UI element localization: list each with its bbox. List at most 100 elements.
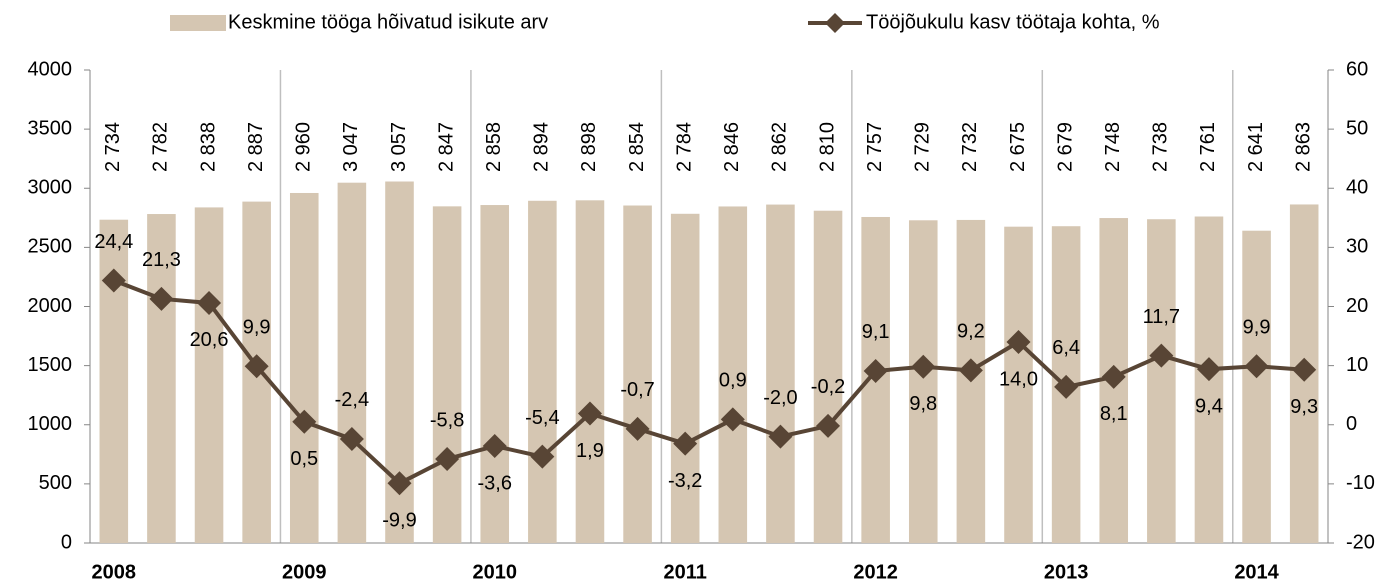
bar bbox=[1147, 219, 1176, 543]
bar bbox=[623, 205, 652, 543]
bar-value-label: 2 675 bbox=[1007, 122, 1029, 172]
bar-value-label: 3 057 bbox=[388, 122, 410, 172]
bar bbox=[147, 214, 176, 543]
y2-tick-label: 50 bbox=[1346, 117, 1368, 139]
line-marker bbox=[1244, 354, 1269, 379]
line-value-label: 11,7 bbox=[1143, 306, 1180, 328]
line-marker bbox=[1196, 357, 1221, 382]
line-marker bbox=[673, 431, 698, 456]
bar bbox=[1004, 226, 1033, 543]
line-marker bbox=[387, 471, 412, 496]
line-marker bbox=[816, 413, 841, 438]
bar-value-label: 3 047 bbox=[340, 122, 362, 172]
y2-tick-label: 0 bbox=[1346, 413, 1357, 435]
bar bbox=[480, 205, 510, 543]
y-tick-label: 3000 bbox=[28, 177, 73, 199]
y-tick-label: 1000 bbox=[28, 413, 73, 435]
line-value-label: -5,4 bbox=[525, 407, 559, 429]
line-marker bbox=[625, 416, 650, 441]
y-tick-label: 1500 bbox=[28, 354, 73, 376]
y-tick-label: 0 bbox=[61, 531, 72, 553]
bar-value-label: 2 738 bbox=[1150, 122, 1172, 172]
y2-tick-label: 10 bbox=[1346, 354, 1368, 376]
line-value-label: 6,4 bbox=[1052, 337, 1080, 359]
bar bbox=[337, 182, 367, 543]
line-value-label: 9,9 bbox=[243, 316, 271, 338]
legend-marker bbox=[825, 13, 845, 33]
y2-tick-label: 30 bbox=[1346, 236, 1368, 258]
line-marker bbox=[1006, 329, 1031, 354]
bar-value-label: 2 894 bbox=[531, 122, 553, 172]
line-value-label: -2,4 bbox=[335, 389, 369, 411]
line-marker bbox=[292, 409, 317, 434]
line-marker bbox=[149, 286, 174, 311]
line-marker bbox=[244, 354, 269, 379]
line-value-label: 9,1 bbox=[862, 321, 890, 343]
line-marker bbox=[435, 447, 460, 472]
y2-tick-label: -10 bbox=[1346, 472, 1375, 494]
bar-value-label: 2 679 bbox=[1054, 122, 1076, 172]
line-marker bbox=[1054, 374, 1079, 399]
line-value-label: 9,8 bbox=[909, 393, 937, 415]
bar-value-label: 2 782 bbox=[150, 122, 172, 172]
line-value-label: -9,9 bbox=[382, 510, 416, 532]
bar-value-label: 2 863 bbox=[1292, 122, 1314, 172]
legend-label: Keskmine tööga hõivatud isikute arv bbox=[228, 11, 548, 33]
bar bbox=[718, 206, 748, 543]
line-marker bbox=[863, 358, 888, 383]
line-value-label: 24,4 bbox=[94, 231, 133, 253]
line-value-label: 9,4 bbox=[1195, 395, 1223, 417]
bar-value-label: 2 732 bbox=[959, 122, 981, 172]
y-tick-label: 3500 bbox=[28, 117, 73, 139]
line-marker bbox=[911, 354, 936, 379]
line-value-label: 9,2 bbox=[957, 321, 985, 343]
line-value-label: -3,6 bbox=[477, 472, 511, 494]
line-value-label: -5,8 bbox=[430, 409, 464, 431]
bar-value-label: 2 854 bbox=[626, 122, 648, 172]
bar-value-label: 2 898 bbox=[578, 122, 600, 172]
line-marker bbox=[577, 401, 602, 426]
line-value-label: 14,0 bbox=[999, 368, 1038, 390]
line-marker bbox=[720, 407, 745, 432]
bar bbox=[575, 200, 605, 543]
bar-value-label: 2 847 bbox=[435, 122, 457, 172]
bar bbox=[528, 200, 557, 544]
bar-value-label: 2 838 bbox=[197, 122, 219, 172]
y2-tick-label: -20 bbox=[1346, 531, 1375, 553]
line-marker bbox=[101, 268, 126, 293]
y2-tick-label: 20 bbox=[1346, 295, 1368, 317]
line-value-label: -0,2 bbox=[811, 376, 845, 398]
bar-value-label: 2 641 bbox=[1245, 122, 1267, 172]
line-marker bbox=[1292, 357, 1317, 382]
x-tick-label: 2010 bbox=[472, 561, 517, 583]
line-marker bbox=[768, 424, 793, 449]
bar-value-label: 2 862 bbox=[769, 122, 791, 172]
y2-tick-label: 40 bbox=[1346, 177, 1368, 199]
bar-value-label: 2 734 bbox=[102, 122, 124, 172]
x-tick-label: 2011 bbox=[663, 561, 706, 583]
bar-value-label: 2 729 bbox=[912, 122, 934, 172]
x-tick-label: 2008 bbox=[92, 561, 137, 583]
x-tick-label: 2012 bbox=[853, 561, 898, 583]
line-marker bbox=[1149, 343, 1174, 368]
line-marker bbox=[482, 434, 507, 459]
line-marker bbox=[1101, 364, 1126, 389]
y-tick-label: 2500 bbox=[28, 236, 73, 258]
y-tick-label: 4000 bbox=[28, 58, 73, 80]
bar-value-label: 2 846 bbox=[721, 122, 743, 172]
bar-value-label: 2 757 bbox=[864, 122, 886, 172]
bar bbox=[432, 206, 462, 543]
line-marker bbox=[197, 290, 222, 315]
line-value-label: 0,5 bbox=[290, 448, 318, 470]
bar bbox=[1242, 230, 1271, 543]
bar-value-label: 2 960 bbox=[293, 122, 315, 172]
line-value-label: 21,3 bbox=[142, 249, 181, 271]
x-tick-label: 2009 bbox=[282, 561, 327, 583]
line-value-label: 1,9 bbox=[576, 440, 604, 462]
y-tick-label: 2000 bbox=[28, 295, 73, 317]
bar-value-label: 2 748 bbox=[1102, 122, 1124, 172]
line-value-label: -0,7 bbox=[620, 379, 654, 401]
x-tick-label: 2013 bbox=[1044, 561, 1089, 583]
bar-value-label: 2 887 bbox=[245, 122, 267, 172]
line-marker bbox=[958, 358, 983, 383]
